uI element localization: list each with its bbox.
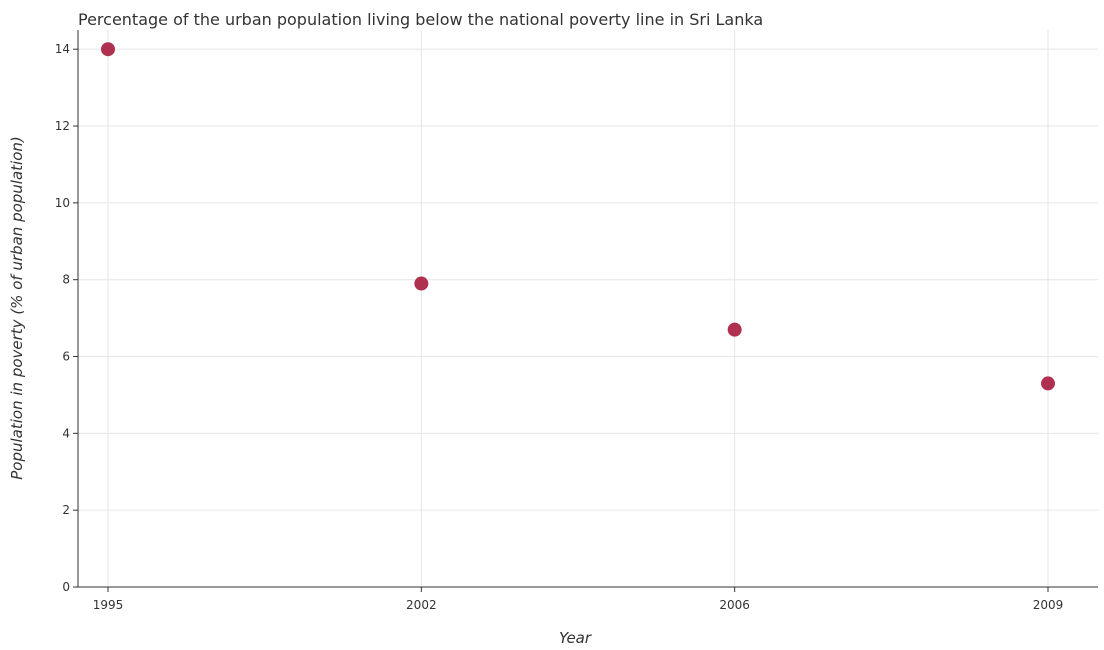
data-point <box>1041 376 1055 391</box>
data-points <box>101 42 1055 391</box>
y-tick-label: 2 <box>62 503 70 517</box>
x-tick-label: 2006 <box>719 598 750 612</box>
y-tick-label: 6 <box>62 350 70 364</box>
y-ticks: 0 2 4 6 8 10 12 14 <box>55 42 78 594</box>
y-axis-label: Population in poverty (% of urban popula… <box>8 136 26 479</box>
x-tick-label: 2002 <box>406 598 437 612</box>
data-point <box>101 42 115 57</box>
x-tick-label: 1995 <box>93 598 124 612</box>
x-tick-label: 2009 <box>1033 598 1064 612</box>
y-tick-label: 10 <box>55 196 70 210</box>
y-tick-label: 8 <box>62 273 70 287</box>
gridlines <box>78 30 1098 588</box>
x-ticks: 1995 2002 2006 2009 <box>93 587 1064 612</box>
y-tick-label: 14 <box>55 42 70 56</box>
y-tick-label: 0 <box>62 580 70 594</box>
y-tick-label: 4 <box>62 426 70 440</box>
x-axis-label: Year <box>559 629 592 647</box>
data-point <box>414 276 429 291</box>
data-point <box>727 322 742 337</box>
axes <box>77 30 1098 588</box>
y-tick-label: 12 <box>55 119 70 133</box>
chart-title: Percentage of the urban population livin… <box>78 10 763 29</box>
